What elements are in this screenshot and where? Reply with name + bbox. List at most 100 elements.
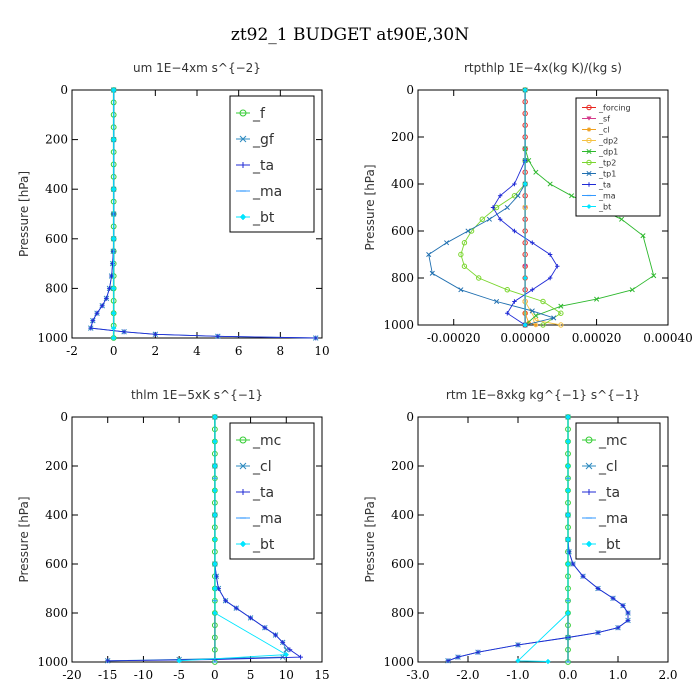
- x-tick-label: -0.00020: [427, 331, 481, 345]
- legend: _f _gf _ta _ma _bt: [229, 95, 315, 233]
- data-point: [533, 322, 539, 328]
- legend-marker: [586, 159, 592, 166]
- data-point: [565, 438, 571, 445]
- legend-marker: [586, 127, 592, 132]
- data-point: [212, 487, 218, 494]
- x-tick-label: 8: [277, 344, 285, 358]
- data-point: [497, 217, 503, 222]
- data-point: [110, 186, 117, 192]
- panels-group: um 1E−4xm s^{−2}Pressure [hPa]0200400600…: [17, 61, 693, 682]
- data-point: [504, 287, 510, 293]
- legend-label: _ma: [252, 511, 282, 527]
- data-point: [110, 87, 117, 93]
- data-point: [595, 586, 601, 591]
- series-bt: [176, 414, 290, 664]
- legend-marker: [585, 540, 593, 548]
- x-tick-label: -10: [134, 668, 153, 682]
- data-point: [512, 299, 517, 304]
- data-point: [580, 573, 586, 579]
- x-tick-label: -20: [62, 668, 81, 682]
- plot-frame: [417, 416, 669, 663]
- x-tick-label: 0: [211, 668, 219, 682]
- data-point: [505, 311, 510, 316]
- legend-label: _cl: [598, 126, 610, 135]
- series-bt: [522, 87, 528, 328]
- x-tick-label: 6: [235, 344, 243, 358]
- data-point: [547, 275, 553, 281]
- legend-marker: [240, 489, 246, 495]
- data-point: [530, 287, 535, 292]
- x-tick-label: -2.0: [456, 668, 479, 682]
- data-point: [475, 649, 481, 655]
- y-tick-label: 600: [45, 232, 68, 246]
- x-tick-label: 0.00000: [500, 331, 550, 345]
- data-point: [522, 181, 528, 187]
- legend-marker: [239, 462, 247, 470]
- data-point: [615, 625, 621, 631]
- legend-label: _f: [252, 106, 266, 122]
- y-tick-label: 600: [391, 557, 414, 571]
- legend-marker: [586, 489, 592, 495]
- data-point: [110, 261, 116, 266]
- data-point: [497, 193, 503, 198]
- y-tick-label: 200: [45, 459, 68, 473]
- data-point: [558, 310, 564, 316]
- data-point: [565, 561, 571, 567]
- panel-3: thlm 1E−5xK s^{−1} Pressure [hPa] 0 200 400 6…: [17, 388, 330, 682]
- data-point: [429, 270, 435, 276]
- data-point: [110, 310, 117, 316]
- x-tick-label: 0.00020: [572, 331, 622, 345]
- data-point: [99, 303, 105, 309]
- data-point: [522, 275, 528, 281]
- series-bt: [515, 414, 571, 665]
- data-point: [620, 603, 626, 609]
- series-tp1: [426, 87, 557, 328]
- x-tick-label: 4: [193, 344, 201, 358]
- x-tick-label: 2.0: [658, 668, 677, 682]
- data-point: [551, 315, 557, 321]
- data-point: [490, 205, 496, 210]
- data-point: [476, 275, 482, 281]
- legend: _mc _cl _ta _ma _bt: [229, 422, 315, 560]
- legend-label: _ma: [598, 511, 628, 527]
- x-tick-label: -15: [98, 668, 117, 682]
- data-point: [640, 233, 646, 239]
- data-point: [105, 658, 111, 664]
- legend-label: _ta: [252, 485, 274, 501]
- data-point: [569, 193, 575, 199]
- y-tick-label: 200: [45, 133, 68, 147]
- legend-label: _sf: [598, 115, 610, 124]
- legend-label: _bt: [252, 210, 275, 226]
- data-point: [512, 181, 517, 187]
- data-point: [94, 310, 100, 316]
- legend: _mc _cl _ta _ma _bt: [575, 422, 661, 560]
- legend-label: _dp2: [598, 137, 618, 146]
- data-point: [522, 87, 528, 93]
- series-bt: [110, 87, 117, 341]
- y-axis-label: Pressure [hPa]: [363, 496, 377, 582]
- y-tick-label: 0: [60, 410, 68, 424]
- data-point: [248, 615, 253, 621]
- data-point: [212, 585, 218, 592]
- legend-marker: [586, 182, 592, 187]
- legend-label: _cl: [598, 459, 618, 475]
- x-tick-label: -2: [66, 344, 78, 358]
- legend-label: _gf: [252, 132, 275, 148]
- data-point: [90, 318, 96, 324]
- data-point: [522, 322, 528, 328]
- legend-label: _tp1: [598, 170, 616, 179]
- data-point: [619, 216, 625, 222]
- panel-2: rtpthlp 1E−4x(kg K)/(kg s) Pressure [hPa]…: [363, 61, 693, 345]
- data-point: [515, 658, 521, 664]
- y-tick-label: 800: [45, 606, 68, 620]
- data-point: [215, 333, 221, 339]
- data-point: [110, 335, 117, 341]
- data-point: [445, 658, 451, 664]
- data-point: [558, 322, 564, 328]
- y-axis-label: Pressure [hPa]: [17, 496, 31, 582]
- legend-marker: [585, 436, 593, 444]
- data-point: [313, 335, 319, 341]
- data-point: [558, 303, 564, 309]
- y-tick-label: 800: [45, 281, 68, 295]
